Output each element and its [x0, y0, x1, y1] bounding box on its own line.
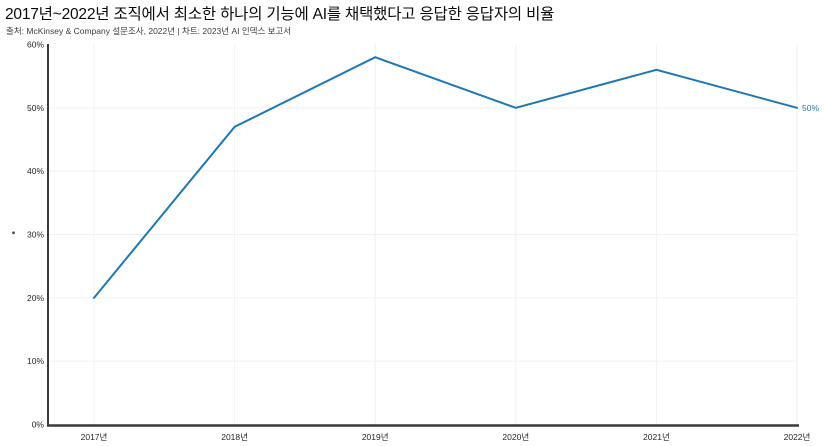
end-value-label: 50%: [802, 103, 819, 113]
chart-subtitle: 출처: McKinsey & Company 설문조사, 2022년 | 차트:…: [6, 26, 292, 36]
x-tick-label: 2019년: [362, 432, 389, 442]
y-tick-label: 40%: [27, 166, 44, 176]
x-tick-label: 2018년: [221, 432, 248, 442]
chart-title: 2017년~2022년 조직에서 최소한 하나의 기능에 AI를 채택했다고 응…: [5, 6, 555, 23]
y-tick-label: 50%: [27, 103, 44, 113]
data-line: [93, 56, 798, 299]
x-axis-tick-labels: 2017년 2018년 2019년 2020년 2021년 2022년: [81, 432, 811, 442]
y-tick-label: 0%: [32, 420, 45, 430]
annotations: [12, 231, 15, 235]
x-tick-label: 2022년: [784, 432, 811, 442]
x-tick-label: 2017년: [81, 432, 108, 442]
gridlines: [48, 44, 798, 426]
data-series: 50%: [93, 56, 819, 299]
stray-mark-dot: [12, 231, 15, 235]
y-tick-label: 30%: [27, 230, 44, 240]
y-tick-label: 20%: [27, 293, 44, 303]
y-tick-label: 10%: [27, 356, 44, 366]
y-axis-tick-labels: 0% 10% 20% 30% 40% 50% 60%: [27, 40, 44, 430]
x-tick-label: 2021년: [643, 432, 670, 442]
x-tick-label: 2020년: [502, 432, 529, 442]
y-tick-label: 60%: [27, 40, 44, 50]
axes: [47, 44, 799, 427]
